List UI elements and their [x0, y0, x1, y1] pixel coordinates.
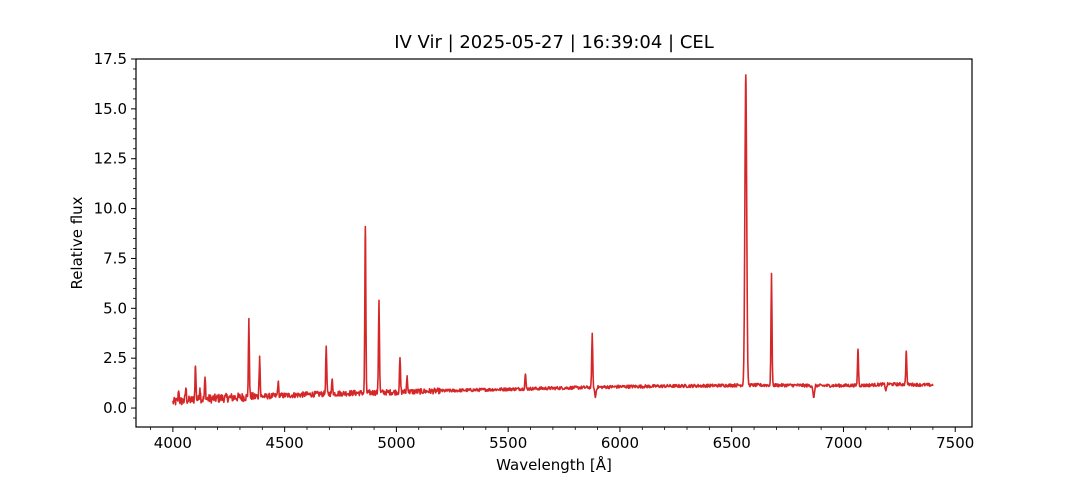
- x-tick-label: 6000: [601, 434, 639, 452]
- y-axis-label: Relative flux: [68, 196, 86, 289]
- y-tick-label: 0.0: [103, 399, 127, 417]
- y-tick-label: 12.5: [94, 150, 127, 168]
- y-tick-label: 17.5: [94, 50, 127, 68]
- x-axis-label: Wavelength [Å]: [496, 455, 612, 474]
- y-tick-label: 2.5: [103, 349, 127, 367]
- y-tick-label: 15.0: [94, 100, 127, 118]
- spectrum-line: [172, 74, 934, 406]
- series-layer: [172, 74, 934, 406]
- x-tick-label: 5000: [377, 434, 415, 452]
- y-tick-label: 10.0: [94, 200, 127, 218]
- y-tick-label: 5.0: [103, 299, 127, 317]
- x-tick-label: 4000: [154, 434, 192, 452]
- x-tick-label: 6500: [713, 434, 751, 452]
- x-axis: 4000 4500 5000 5500 6000 6500 7000 7500: [150, 427, 974, 452]
- x-tick-label: 4500: [266, 434, 304, 452]
- chart-title: IV Vir | 2025-05-27 | 16:39:04 | CEL: [394, 32, 714, 53]
- y-axis: 0.0 2.5 5.0 7.5 10.0 12.5 15.0 17.5: [94, 50, 136, 419]
- x-tick-label: 7500: [936, 434, 974, 452]
- y-tick-label: 7.5: [103, 249, 127, 267]
- x-tick-label: 7000: [824, 434, 862, 452]
- x-tick-label: 5500: [489, 434, 527, 452]
- plot-frame: [135, 58, 973, 428]
